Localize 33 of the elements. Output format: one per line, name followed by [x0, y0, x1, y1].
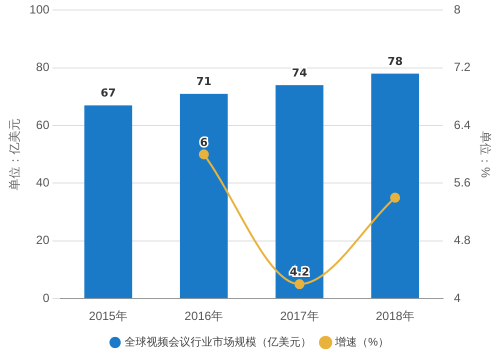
y-tick-label: 20	[36, 233, 50, 248]
x-tick-label: 2018年	[376, 309, 414, 324]
y2-tick-label: 7.2	[454, 60, 471, 74]
data-label: 4.2	[290, 266, 310, 279]
y-tick-label: 80	[36, 60, 50, 74]
data-label: 78	[387, 55, 403, 68]
data-label: 67	[100, 86, 116, 100]
x-tick-label: 2017年	[280, 309, 319, 324]
y2-axis-title: 单位：%	[478, 131, 492, 178]
x-tick-label: 2016年	[184, 309, 224, 324]
bar	[84, 105, 132, 298]
data-label: 6	[200, 136, 208, 149]
y2-tick-label: 4.8	[454, 233, 471, 248]
legend-label: 增速（%）	[334, 336, 389, 349]
legend-label: 全球视频会议行业市场规模（亿美元）	[124, 336, 312, 349]
y-tick-label: 0	[42, 290, 50, 305]
point	[294, 279, 304, 290]
y-axis-title: 单位：亿美元	[8, 118, 22, 190]
x-tick-label: 2015年	[88, 309, 128, 324]
bar	[371, 74, 420, 298]
y-tick-label: 100	[29, 2, 50, 17]
data-label: 74	[292, 66, 308, 80]
y2-tick-label: 4	[454, 290, 461, 305]
bar	[180, 94, 228, 298]
y2-tick-label: 5.6	[454, 176, 471, 190]
point	[390, 192, 400, 203]
y-tick-label: 60	[36, 118, 50, 132]
point	[198, 149, 209, 160]
bar	[276, 85, 324, 298]
y2-tick-label: 6.4	[454, 118, 471, 132]
y2-tick-label: 8	[454, 2, 461, 17]
data-label: 71	[196, 75, 212, 88]
y-tick-label: 40	[36, 176, 50, 190]
